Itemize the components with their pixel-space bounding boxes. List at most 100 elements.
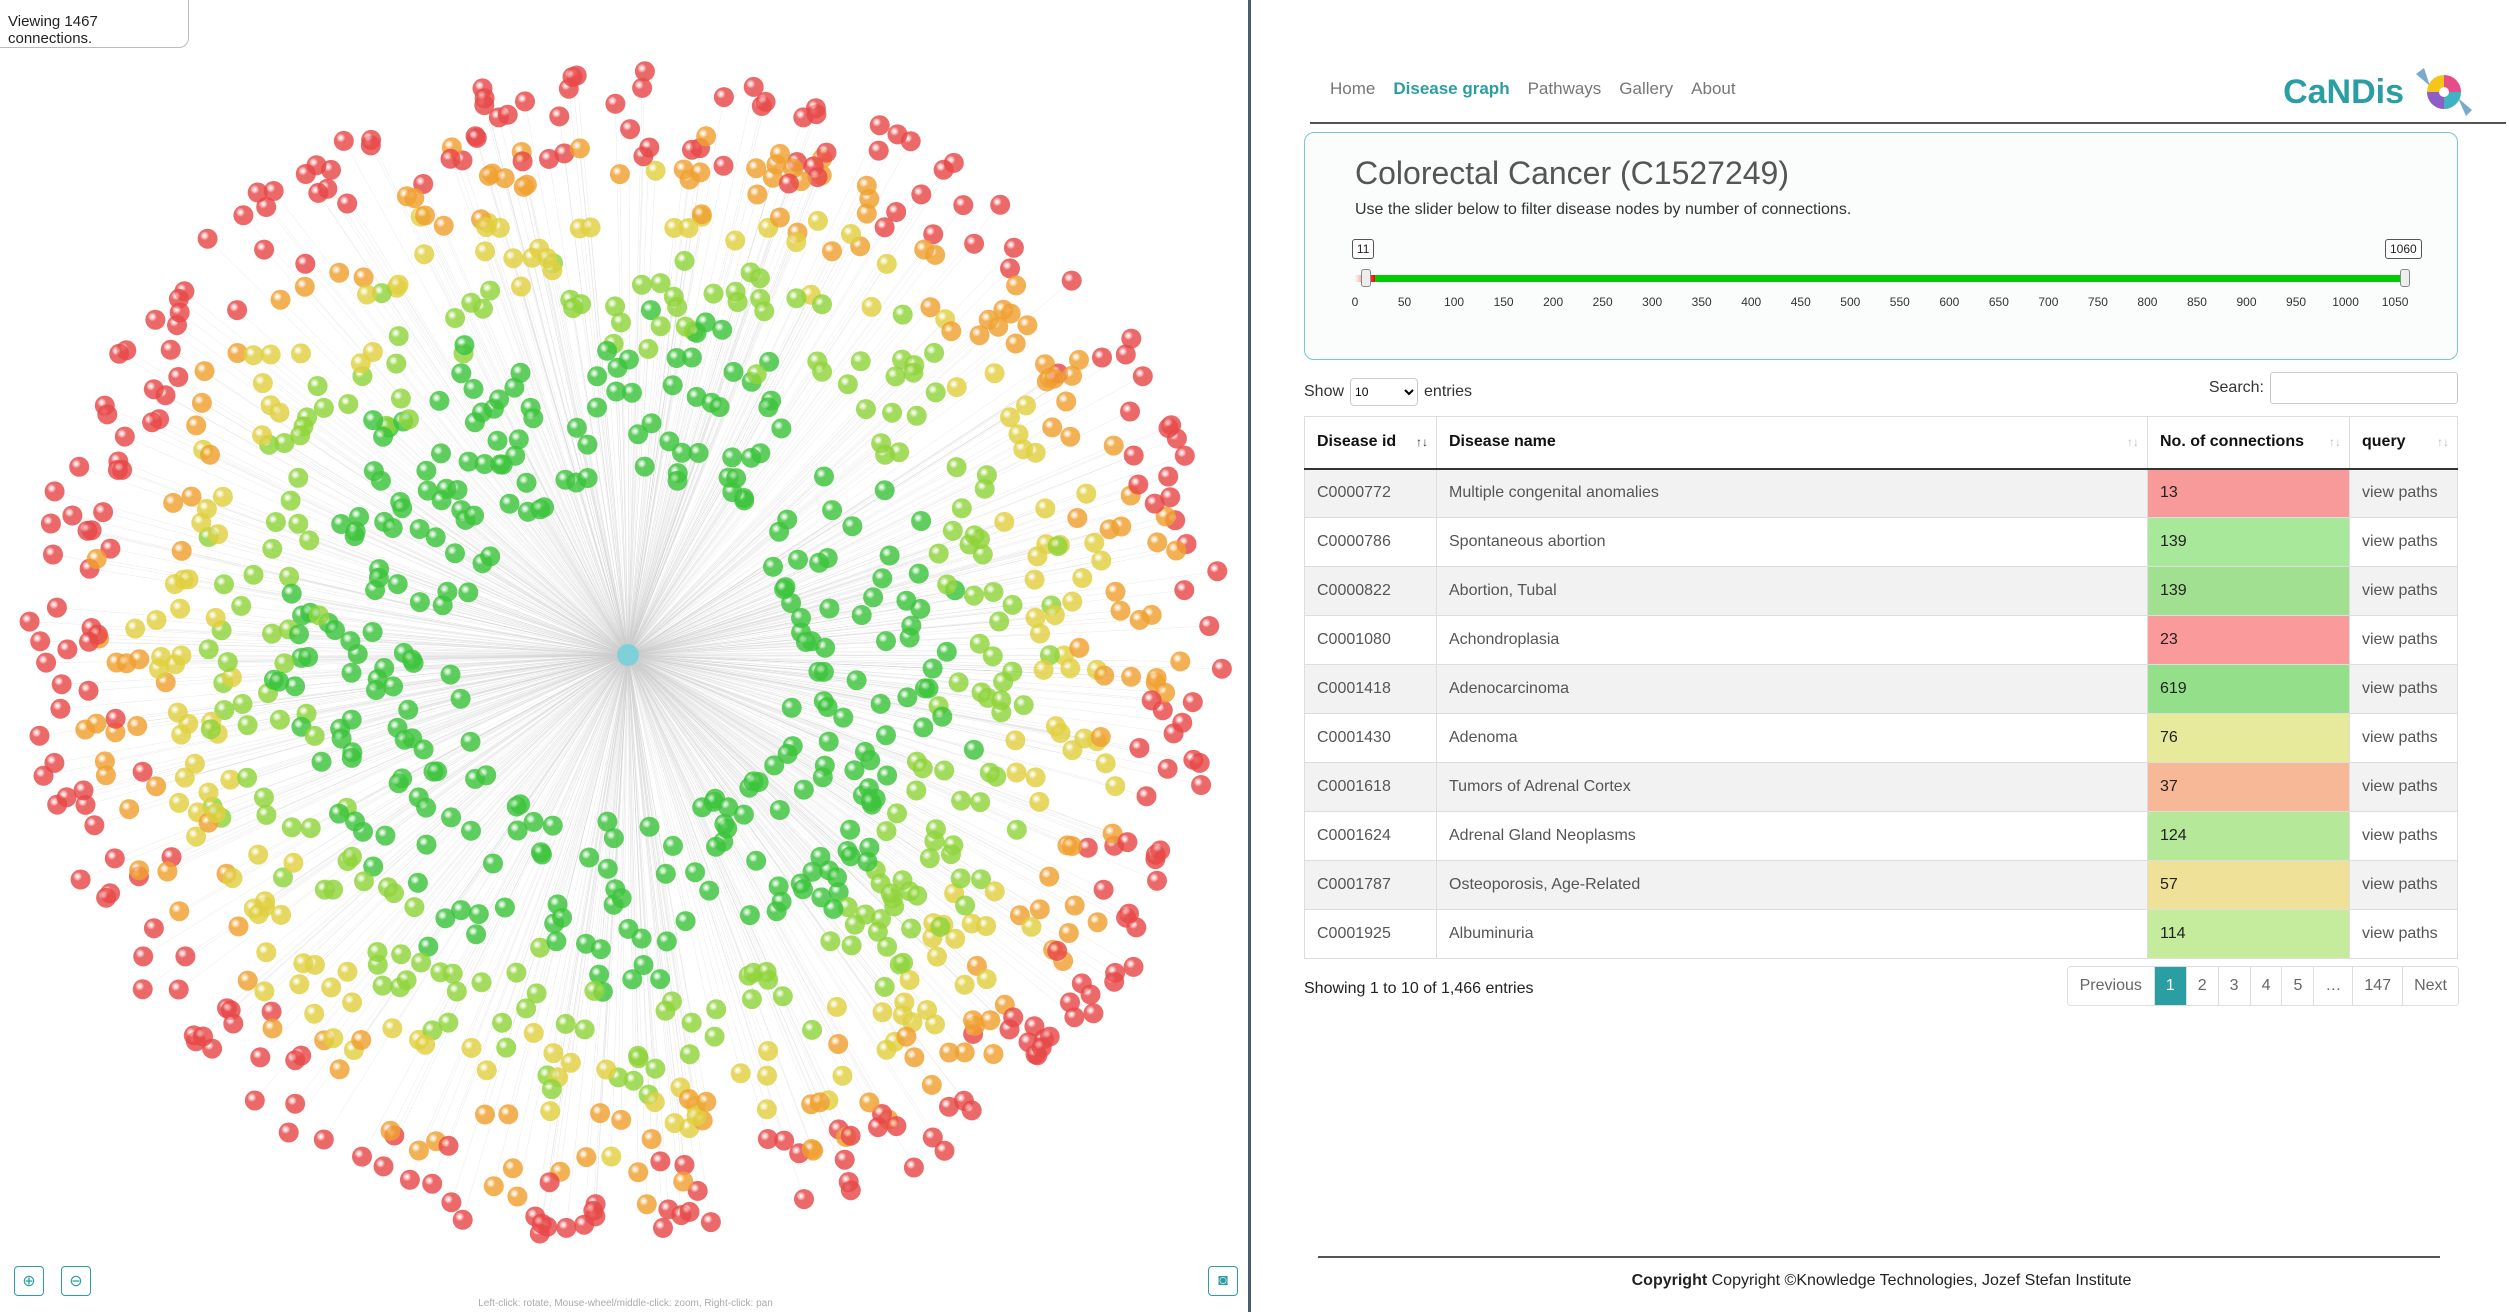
disease-node[interactable] xyxy=(329,262,350,283)
disease-node[interactable] xyxy=(205,803,226,824)
disease-node[interactable] xyxy=(321,977,342,998)
disease-node[interactable] xyxy=(1021,916,1042,937)
disease-node[interactable] xyxy=(774,579,795,600)
disease-node[interactable] xyxy=(77,520,98,541)
disease-node[interactable] xyxy=(813,661,834,682)
disease-node[interactable] xyxy=(427,761,448,782)
disease-node[interactable] xyxy=(810,846,831,867)
disease-node[interactable] xyxy=(214,700,235,720)
disease-node[interactable] xyxy=(554,143,575,164)
disease-node[interactable] xyxy=(442,963,463,984)
disease-node[interactable] xyxy=(329,1059,350,1080)
disease-node[interactable] xyxy=(475,1104,495,1125)
disease-node[interactable] xyxy=(1017,315,1038,336)
disease-node[interactable] xyxy=(914,239,935,260)
disease-node[interactable] xyxy=(250,1047,271,1068)
disease-node[interactable] xyxy=(523,408,544,429)
disease-node[interactable] xyxy=(186,415,207,436)
disease-node[interactable] xyxy=(129,649,150,670)
disease-node[interactable] xyxy=(474,454,495,474)
pagination-page[interactable]: 4 xyxy=(2249,967,2282,1005)
disease-node[interactable] xyxy=(993,299,1014,320)
disease-node[interactable] xyxy=(549,106,570,127)
disease-node[interactable] xyxy=(937,574,958,595)
disease-node[interactable] xyxy=(398,409,419,430)
disease-node[interactable] xyxy=(274,653,295,674)
nav-gallery[interactable]: Gallery xyxy=(1619,79,1674,98)
disease-node[interactable] xyxy=(812,294,832,315)
disease-node[interactable] xyxy=(200,719,221,740)
disease-node[interactable] xyxy=(667,470,688,491)
disease-node[interactable] xyxy=(656,931,677,952)
disease-node[interactable] xyxy=(1141,690,1162,711)
disease-node[interactable] xyxy=(1062,836,1082,856)
disease-node[interactable] xyxy=(248,844,269,865)
disease-node[interactable] xyxy=(857,851,878,872)
disease-node[interactable] xyxy=(146,776,167,797)
disease-node[interactable] xyxy=(837,374,858,395)
disease-node[interactable] xyxy=(963,739,984,760)
disease-node[interactable] xyxy=(237,767,258,788)
disease-node[interactable] xyxy=(991,690,1012,711)
disease-node[interactable] xyxy=(337,961,358,982)
disease-node[interactable] xyxy=(243,564,264,585)
disease-node[interactable] xyxy=(655,1000,676,1021)
disease-node[interactable] xyxy=(1069,349,1089,370)
view-paths-link[interactable]: view paths xyxy=(2349,468,2458,518)
disease-node[interactable] xyxy=(928,543,949,564)
disease-node[interactable] xyxy=(127,716,148,736)
disease-node[interactable] xyxy=(175,946,196,967)
disease-node[interactable] xyxy=(880,883,901,904)
disease-node[interactable] xyxy=(1144,493,1165,514)
disease-node[interactable] xyxy=(132,761,153,782)
disease-node[interactable] xyxy=(205,607,226,628)
disease-node[interactable] xyxy=(827,867,847,888)
disease-node[interactable] xyxy=(337,193,358,214)
pagination-page[interactable]: 3 xyxy=(2217,967,2250,1005)
disease-node[interactable] xyxy=(706,999,727,1020)
disease-node[interactable] xyxy=(934,1140,955,1161)
disease-node[interactable] xyxy=(1067,508,1088,528)
disease-node[interactable] xyxy=(639,816,660,837)
disease-node[interactable] xyxy=(100,538,121,559)
disease-node[interactable] xyxy=(686,1106,707,1127)
disease-node[interactable] xyxy=(530,842,551,863)
disease-node[interactable] xyxy=(650,316,671,337)
disease-node[interactable] xyxy=(746,158,767,179)
disease-node[interactable] xyxy=(906,780,927,801)
disease-node[interactable] xyxy=(274,433,295,453)
disease-node[interactable] xyxy=(198,639,219,660)
disease-node[interactable] xyxy=(730,1063,751,1084)
disease-node[interactable] xyxy=(1105,581,1126,602)
disease-node[interactable] xyxy=(291,343,311,364)
disease-node[interactable] xyxy=(51,674,72,695)
disease-node[interactable] xyxy=(788,549,808,570)
disease-node[interactable] xyxy=(757,1129,778,1149)
disease-node[interactable] xyxy=(687,1180,708,1201)
disease-node[interactable] xyxy=(511,276,531,297)
disease-node[interactable] xyxy=(539,148,559,169)
disease-node[interactable] xyxy=(640,300,661,321)
disease-node[interactable] xyxy=(313,1129,334,1150)
disease-node[interactable] xyxy=(390,388,411,409)
disease-node[interactable] xyxy=(386,353,407,374)
disease-node[interactable] xyxy=(1136,786,1157,807)
disease-node[interactable] xyxy=(543,1043,564,1064)
disease-node[interactable] xyxy=(1060,426,1081,447)
disease-node[interactable] xyxy=(304,725,325,746)
disease-node[interactable] xyxy=(769,800,790,820)
disease-node[interactable] xyxy=(483,853,503,874)
screenshot-button[interactable]: ◙ xyxy=(1208,1266,1238,1296)
disease-node[interactable] xyxy=(472,402,492,423)
disease-node[interactable] xyxy=(112,459,133,480)
disease-node[interactable] xyxy=(1091,550,1112,571)
disease-node[interactable] xyxy=(970,792,991,813)
disease-node[interactable] xyxy=(623,1070,644,1091)
disease-node[interactable] xyxy=(1044,605,1065,626)
disease-node[interactable] xyxy=(507,1186,528,1207)
disease-node[interactable] xyxy=(425,527,446,548)
view-paths-link[interactable]: view paths xyxy=(2349,909,2458,959)
disease-node[interactable] xyxy=(288,513,309,534)
disease-node[interactable] xyxy=(503,248,524,269)
disease-node[interactable] xyxy=(674,250,695,271)
